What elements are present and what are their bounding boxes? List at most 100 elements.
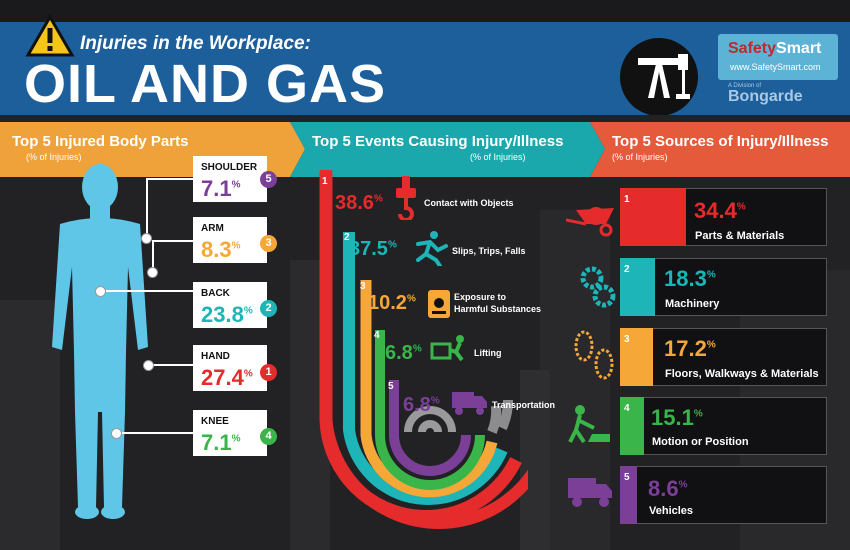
value-number: 10.2 [368,292,407,314]
event-value: 6.8% [385,342,422,365]
hand-connector [148,364,193,366]
shoulder-connector-v [146,178,148,238]
brand-name-b: Smart [776,40,822,57]
percent-sign: % [706,339,716,351]
body-part-card: SHOULDER 7.1% [193,156,267,202]
event-rank: 1 [322,176,328,187]
value-number: 37.5 [349,238,388,260]
event-rank: 2 [344,232,350,243]
source-value: 15.1% [651,405,703,431]
human-body-icon [52,164,148,519]
shoulder-connector-h [146,178,193,180]
rank-badge: 4 [260,428,277,445]
percent-sign: % [706,269,716,281]
footprints-icon [574,330,614,380]
falling-person-icon [416,231,448,266]
event-rank: 4 [374,330,380,341]
rank-badge: 3 [260,235,277,252]
body-part-card: HAND 27.4% [193,345,267,391]
value-number: 6.8 [385,342,413,364]
body-part-name: ARM [201,223,224,234]
source-label: Machinery [665,298,720,310]
arm-connector-h [152,240,193,242]
brand-url[interactable]: www.SafetySmart.com [730,62,821,72]
percent-sign: % [243,305,253,317]
value-number: 38.6 [335,192,374,214]
truck-icon [452,392,487,415]
body-part-card: ARM 8.3% [193,217,267,263]
event-value: 6.8% [403,394,440,417]
event-value: 37.5% [349,238,397,261]
source-label: Floors, Walkways & Materials [665,368,819,380]
event-value: 10.2% [368,292,416,315]
brand-badge[interactable] [718,34,838,80]
event-label-b: Harmful Substances [454,304,542,314]
percent-sign: % [412,343,422,355]
source-bar [620,328,653,386]
body-part-name: KNEE [201,416,229,427]
knee-marker [111,428,122,439]
arm-connector-v [152,240,154,272]
rank-badge: 1 [260,364,277,381]
percent-sign: % [678,479,688,491]
value-number: 15.1 [651,405,694,430]
body-part-card: KNEE 7.1% [193,410,267,456]
value-number: 17.2 [664,336,707,361]
source-label: Parts & Materials [695,230,785,242]
parent-brand: Bongarde [728,88,803,105]
percent-sign: % [231,179,241,191]
lifting-box-icon [430,335,464,362]
percent-sign: % [430,395,440,407]
body-part-value: 7.1% [201,176,241,202]
section-sub-body-parts: (% of Injuries) [26,152,82,162]
body-part-value: 27.4% [201,365,253,391]
brand-name-a: Safety [728,40,777,57]
source-bar [620,397,644,455]
source-rank: 1 [624,194,630,205]
body-part-name: BACK [201,288,230,299]
warning-icon [25,14,75,57]
event-rank: 3 [360,281,366,292]
shoulder-marker [141,233,152,244]
source-rank: 3 [624,334,630,345]
hand-marker [143,360,154,371]
value-number: 8.3 [201,237,232,262]
body-part-value: 7.1% [201,430,241,456]
truck-icon [568,478,612,507]
pumpjack-icon [620,38,698,116]
body-part-card: BACK 23.8% [193,282,267,328]
rank-badge: 5 [260,171,277,188]
rank-badge: 2 [260,300,277,317]
percent-sign: % [406,293,416,305]
value-number: 7.1 [201,430,232,455]
wheelbarrow-icon [566,207,614,237]
source-rank: 2 [624,264,630,275]
back-connector [100,290,193,292]
source-row [620,466,827,524]
percent-sign: % [243,368,253,380]
value-number: 18.3 [664,266,707,291]
source-value: 8.6% [648,476,688,502]
source-rank: 4 [624,403,630,414]
source-row [620,397,827,455]
header-subtitle: Injuries in the Workplace: [80,33,311,54]
crane-hook-icon [396,176,416,220]
source-value: 34.4% [694,198,746,224]
percent-sign: % [231,240,241,252]
section-title-sources: Top 5 Sources of Injury/Illness [612,133,829,150]
event-label: Lifting [474,348,502,358]
percent-sign: % [387,239,397,251]
value-number: 34.4 [694,198,737,223]
source-row [620,328,827,386]
source-bar [620,466,637,524]
body-part-name: HAND [201,351,230,362]
value-number: 23.8 [201,302,244,327]
value-number: 27.4 [201,365,244,390]
event-value: 38.6% [335,192,383,215]
source-bar [620,188,686,246]
event-label: Transportation [492,400,556,410]
event-label-a: Exposure to [454,292,507,302]
source-value: 17.2% [664,336,716,362]
body-part-name: SHOULDER [201,162,258,173]
gears-icon [580,266,616,308]
